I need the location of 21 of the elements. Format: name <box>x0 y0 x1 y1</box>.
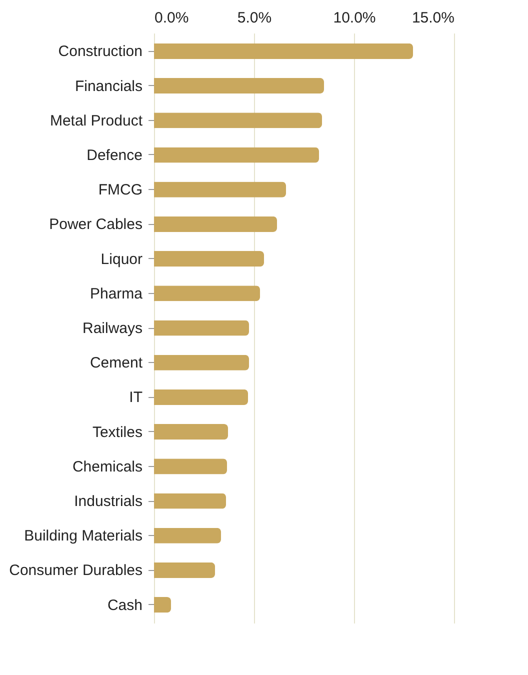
y-tick-label: Cash <box>107 596 142 614</box>
y-tick-label: Industrials <box>74 493 142 510</box>
y-tick-label: Defence <box>86 146 142 164</box>
y-tick-label: Building Materials <box>24 528 142 545</box>
x-tick-label: 5.0% <box>237 10 272 26</box>
y-tick-label: Construction <box>58 43 142 60</box>
y-tick-label: FMCG <box>98 182 142 199</box>
y-tick-label: Cement <box>90 354 144 372</box>
y-tick-label: Textiles <box>92 424 142 441</box>
x-tick-label: 0.0% <box>154 10 189 26</box>
y-tick-label: Railways <box>82 320 142 337</box>
y-tick-label: IT <box>129 389 142 406</box>
y-tick-label: Liquor <box>100 250 142 268</box>
x-tick-label: 10.0% <box>333 10 376 26</box>
x-tick-label: 15.0% <box>412 10 454 26</box>
y-tick-label: Chemicals <box>72 458 142 476</box>
y-tick-label: Metal Product <box>50 112 144 130</box>
y-tick-label: Power Cables <box>49 216 142 234</box>
y-tick-label: Pharma <box>90 285 144 302</box>
y-tick-label: Consumer Durables <box>9 562 142 580</box>
y-tick-label: Financials <box>74 78 142 95</box>
